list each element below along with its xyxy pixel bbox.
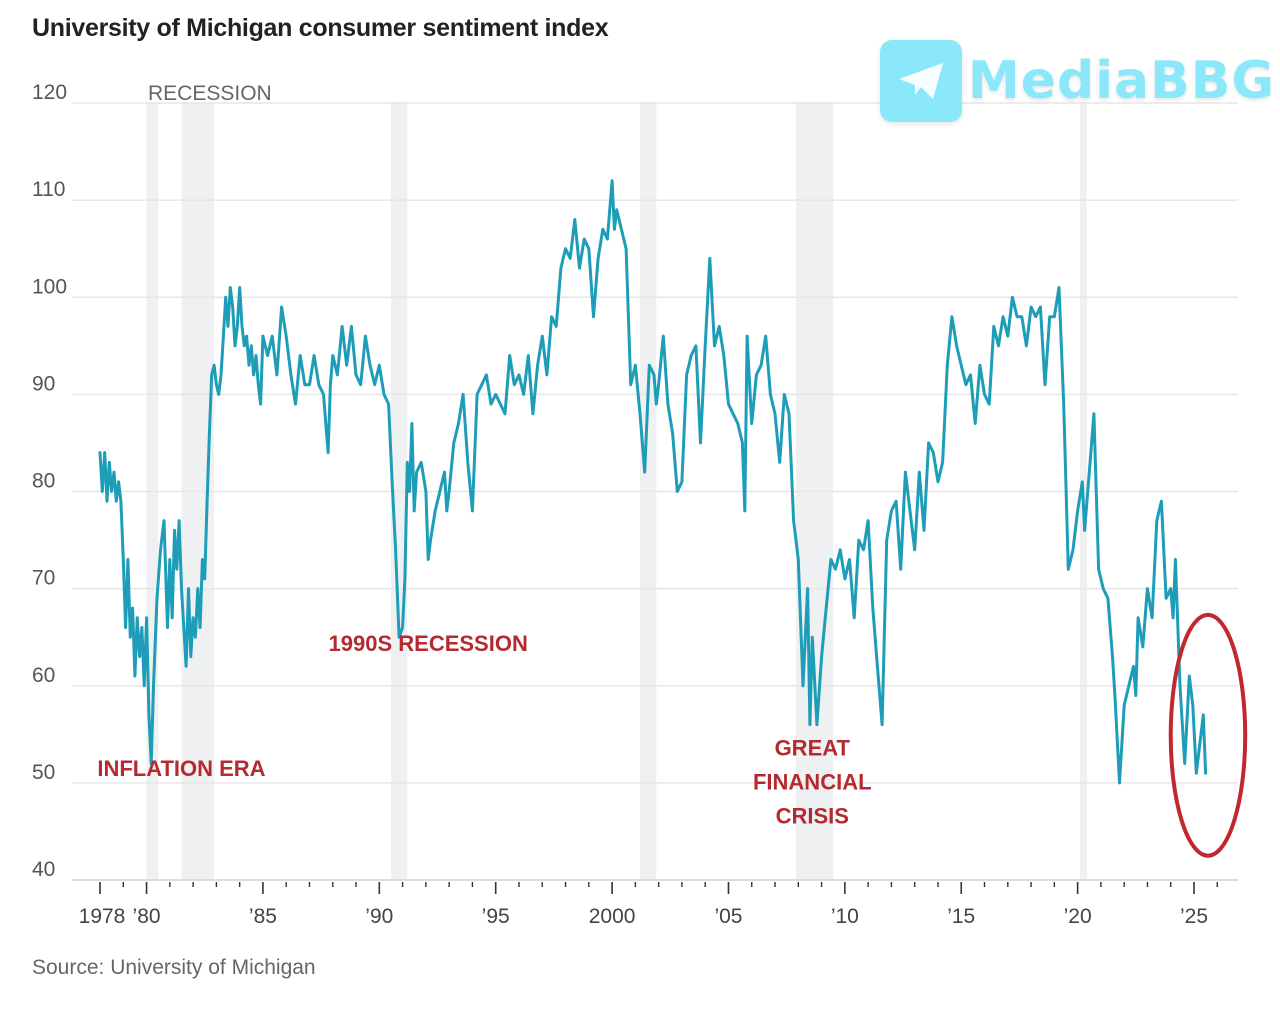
x-tick-label: ’90 [365, 905, 393, 928]
chart-title: University of Michigan consumer sentimen… [32, 14, 609, 42]
annotation-text: INFLATION ERA [97, 756, 265, 781]
watermark-logo: MediaBBG [880, 40, 1275, 122]
x-tick-label: ’80 [133, 905, 161, 928]
y-tick-label: 60 [32, 664, 55, 687]
y-axis-labels: 40 50 60 70 80 90 100 110 120 [32, 81, 67, 881]
annotation: 1990S RECESSION [329, 631, 528, 656]
x-tick-label: ’25 [1180, 905, 1208, 928]
x-tick-label: 1978 [79, 905, 126, 928]
x-tick-label: ’10 [831, 905, 859, 928]
y-tick-label: 80 [32, 470, 55, 493]
highlight-layer [1168, 612, 1248, 858]
y-tick-label: 90 [32, 372, 55, 395]
gridlines [72, 102, 1238, 881]
annotation-text: GREAT [775, 736, 851, 761]
y-tick-label: 100 [32, 275, 67, 298]
watermark-text: MediaBBG [968, 51, 1276, 111]
y-tick-label: 70 [32, 567, 55, 590]
x-tick-label: ’85 [249, 905, 277, 928]
annotation-text: CRISIS [776, 804, 849, 829]
telegram-paper-plane-icon [880, 40, 962, 122]
recession-legend-label: RECESSION [148, 82, 272, 105]
x-tick-label: ’95 [482, 905, 510, 928]
annotation-text: FINANCIAL [753, 770, 872, 795]
series-line [98, 179, 1208, 785]
series-layer [98, 179, 1208, 785]
y-tick-label: 50 [32, 761, 55, 784]
annotation: GREAT FINANCIAL CRISIS [753, 736, 872, 829]
annotation-text: 1990S RECESSION [329, 631, 528, 656]
annotation: INFLATION ERA [97, 756, 265, 781]
annotations: INFLATION ERA 1990S RECESSION GREAT FINANCI… [97, 631, 871, 829]
x-tick-label: ’05 [714, 905, 742, 928]
x-tick-label: 2000 [589, 905, 636, 928]
y-tick-label: 40 [32, 858, 55, 881]
x-axis: 1978 ’80 ’85 ’90 ’95 2000 ’05 ’10 ’15 ’20 ’25 [79, 882, 1218, 928]
highlight-ellipse [1168, 612, 1248, 858]
source-note: Source: University of Michigan [32, 956, 316, 979]
y-tick-label: 120 [32, 81, 67, 104]
x-tick-label: ’15 [947, 905, 975, 928]
y-tick-label: 110 [32, 178, 65, 201]
x-tick-label: ’20 [1064, 905, 1092, 928]
